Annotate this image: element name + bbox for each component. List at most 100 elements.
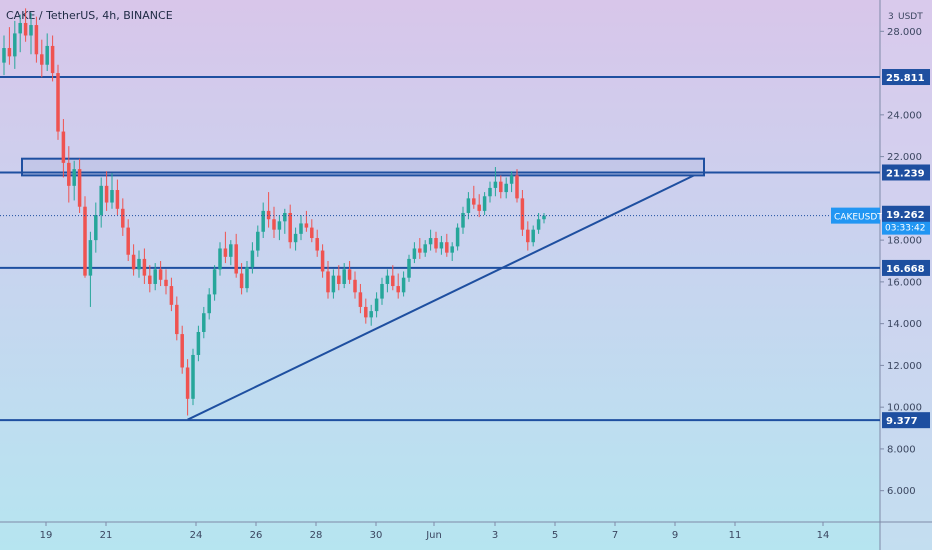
candle-body (148, 275, 152, 284)
candle-body (472, 198, 476, 205)
x-tick-label: 26 (250, 530, 263, 541)
candle-body (175, 304, 179, 335)
candle-body (342, 269, 346, 284)
y-tick-label: 28.000 (887, 27, 922, 38)
candle-body (374, 298, 379, 312)
y-tick-label: 24.000 (887, 110, 922, 121)
candle-body (401, 277, 406, 293)
candle-body (239, 273, 244, 289)
candle-body (191, 354, 195, 399)
candle-body (169, 286, 174, 305)
level-price-label: 9.377 (886, 416, 918, 427)
candle-body (445, 242, 449, 253)
y-tick-label: 12.000 (887, 361, 922, 372)
candle-body (250, 250, 255, 268)
candle-body (493, 181, 498, 188)
candle-body (185, 367, 190, 399)
candle-body (396, 286, 400, 293)
candle-body (299, 223, 303, 234)
candle-body (13, 33, 17, 57)
candle-body (83, 206, 87, 276)
x-tick-label: 24 (190, 530, 203, 541)
candle-body (29, 25, 33, 36)
symbol-tag (831, 207, 880, 224)
candle-body (353, 279, 357, 293)
candle-body (504, 183, 508, 193)
currency-label: USDT (898, 12, 923, 22)
candle-body (266, 210, 271, 220)
candle-body (229, 244, 233, 257)
candle-body (7, 48, 12, 57)
level-price-tag (882, 412, 930, 429)
candle-body (369, 311, 373, 318)
candle-body (466, 198, 471, 213)
candle-body (212, 269, 217, 295)
x-tick-label: 21 (100, 530, 113, 541)
candle-body (412, 248, 417, 259)
candle-body (2, 48, 6, 63)
candle-body (434, 238, 438, 249)
candle-body (158, 269, 163, 280)
x-tick-label: 11 (729, 530, 742, 541)
candle-body (304, 223, 309, 228)
candle-body (407, 258, 411, 278)
y-tick-label: 18.000 (887, 236, 922, 247)
level-price-label: 25.811 (886, 73, 925, 84)
y-tick-label: 14.000 (887, 319, 922, 330)
candle-body (218, 248, 222, 270)
candle-body (337, 275, 341, 284)
x-tick-label: Jun (425, 530, 442, 541)
level-price-label: 21.239 (886, 168, 925, 179)
candle-body (320, 250, 325, 272)
candle-body (542, 215, 546, 220)
x-tick-label: 14 (817, 530, 830, 541)
candle-body (364, 306, 368, 318)
candle-body (277, 221, 282, 230)
candle-body (477, 204, 481, 211)
candle-body (418, 248, 422, 253)
candle-body (536, 219, 541, 230)
candle-body (272, 219, 276, 230)
candle-body (261, 210, 265, 232)
candle-body (77, 169, 82, 207)
candle-body (499, 181, 503, 193)
candle-body (326, 271, 330, 293)
candle-body (461, 212, 465, 228)
y-tick-label: 16.000 (887, 277, 922, 288)
candle-body (450, 246, 454, 253)
y-tick-label: 8.000 (887, 444, 916, 455)
x-tick-label: 3 (492, 530, 498, 541)
price-marker-label: 19.262 (886, 210, 925, 221)
candle-body (509, 175, 514, 184)
level-price-tag (882, 69, 930, 86)
candle-body (137, 258, 141, 270)
candle-body (126, 227, 130, 255)
candle-body (531, 229, 535, 243)
price-marker-tag (882, 205, 930, 222)
candle-body (520, 198, 525, 230)
candle-body (207, 294, 211, 314)
candle-body (115, 190, 120, 209)
candle-body (99, 185, 103, 216)
candle-body (110, 190, 114, 203)
candle-body (202, 313, 206, 332)
candle-body (315, 238, 319, 251)
symbol-label: CAKEUSDT (834, 213, 883, 223)
candle-body (515, 175, 519, 199)
candle-body (18, 22, 22, 34)
candle-body (288, 212, 292, 243)
candle-body (153, 269, 157, 284)
candle-body (142, 258, 147, 276)
x-tick-label: 28 (310, 530, 323, 541)
candle-body (310, 227, 314, 239)
y-axis-top-label: 3 (888, 12, 894, 22)
candle-body (45, 45, 49, 65)
x-tick-label: 5 (552, 530, 558, 541)
candle-body (439, 242, 444, 249)
level-price-tag (882, 164, 930, 181)
y-tick-label: 10.000 (887, 403, 922, 414)
countdown-label: 03:33:42 (885, 224, 925, 234)
x-tick-label: 7 (612, 530, 618, 541)
candle-body (385, 275, 390, 284)
